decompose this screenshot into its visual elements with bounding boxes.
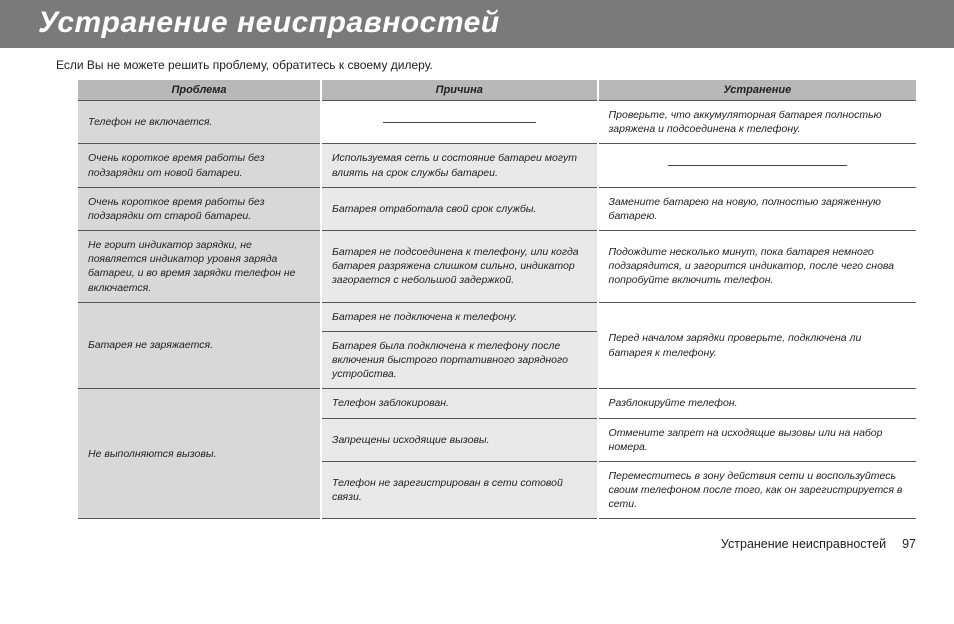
cell-cause: Запрещены исходящие вызовы. bbox=[321, 418, 598, 461]
cell-cause bbox=[321, 101, 598, 144]
cell-cause: Батарея не подсоединена к телефону, или … bbox=[321, 231, 598, 303]
cell-solution: Перед началом зарядки проверьте, подключ… bbox=[598, 302, 916, 389]
col-solution: Устранение bbox=[598, 80, 916, 101]
cell-solution bbox=[598, 144, 916, 187]
cell-solution: Проверьте, что аккумуляторная батарея по… bbox=[598, 101, 916, 144]
cell-problem: Очень короткое время работы без подзаряд… bbox=[78, 187, 321, 230]
col-cause: Причина bbox=[321, 80, 598, 101]
cell-solution: Переместитесь в зону действия сети и вос… bbox=[598, 461, 916, 519]
cell-cause: Телефон не зарегистрирован в сети сотово… bbox=[321, 461, 598, 519]
cell-solution: Замените батарею на новую, полностью зар… bbox=[598, 187, 916, 230]
cell-solution: Разблокируйте телефон. bbox=[598, 389, 916, 418]
cell-problem: Батарея не заряжается. bbox=[78, 302, 321, 389]
dash-icon bbox=[383, 122, 536, 123]
col-problem: Проблема bbox=[78, 80, 321, 101]
cell-cause: Используемая сеть и состояние батареи мо… bbox=[321, 144, 598, 187]
cell-solution: Отмените запрет на исходящие вызовы или … bbox=[598, 418, 916, 461]
footer: Устранение неисправностей 97 bbox=[0, 519, 954, 551]
cell-problem: Не горит индикатор зарядки, не появляетс… bbox=[78, 231, 321, 303]
troubleshooting-table-wrap: Проблема Причина Устранение Телефон не в… bbox=[0, 80, 954, 519]
troubleshooting-table: Проблема Причина Устранение Телефон не в… bbox=[78, 80, 916, 519]
cell-problem: Телефон не включается. bbox=[78, 101, 321, 144]
cell-cause: Телефон заблокирован. bbox=[321, 389, 598, 418]
cell-problem: Очень короткое время работы без подзаряд… bbox=[78, 144, 321, 187]
footer-label: Устранение неисправностей bbox=[721, 537, 886, 551]
page-number: 97 bbox=[902, 537, 916, 551]
title-bar: Устранение неисправностей bbox=[0, 0, 954, 48]
cell-cause: Батарея была подключена к телефону после… bbox=[321, 331, 598, 389]
cell-solution: Подождите несколько минут, пока батарея … bbox=[598, 231, 916, 303]
intro-text: Если Вы не можете решить проблему, обрат… bbox=[0, 48, 954, 80]
dash-icon bbox=[668, 165, 846, 166]
cell-cause: Батарея не подключена к телефону. bbox=[321, 302, 598, 331]
cell-cause: Батарея отработала свой срок службы. bbox=[321, 187, 598, 230]
cell-problem: Не выполняются вызовы. bbox=[78, 389, 321, 519]
page-title: Устранение неисправностей bbox=[38, 6, 916, 40]
